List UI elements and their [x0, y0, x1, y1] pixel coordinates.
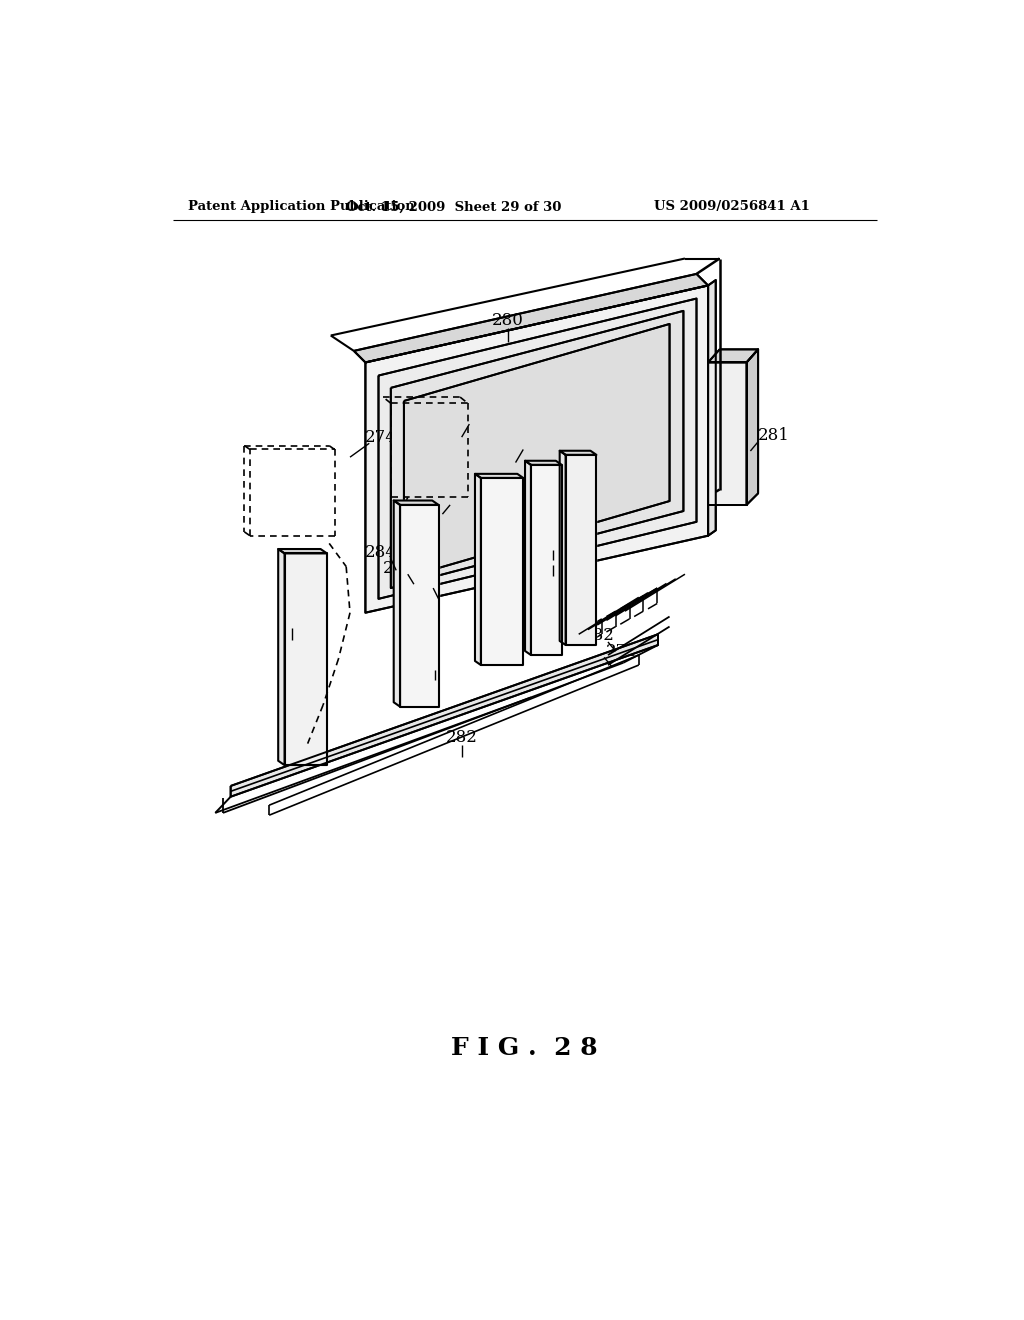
Polygon shape — [525, 461, 531, 655]
Text: 282: 282 — [445, 729, 477, 746]
Polygon shape — [475, 474, 523, 478]
Text: 273: 273 — [276, 612, 308, 628]
Text: 284: 284 — [365, 544, 396, 561]
Text: 272: 272 — [537, 533, 568, 550]
Text: 283: 283 — [537, 549, 568, 566]
Polygon shape — [366, 285, 708, 612]
Polygon shape — [279, 549, 327, 553]
Polygon shape — [525, 461, 562, 465]
Polygon shape — [391, 312, 683, 589]
Text: 274: 274 — [365, 429, 396, 446]
Polygon shape — [560, 450, 596, 455]
Polygon shape — [708, 280, 716, 536]
Text: F I G .  2 8: F I G . 2 8 — [452, 1036, 598, 1060]
Polygon shape — [393, 500, 438, 506]
Text: Oct. 15, 2009  Sheet 29 of 30: Oct. 15, 2009 Sheet 29 of 30 — [346, 201, 561, 214]
Polygon shape — [354, 275, 708, 363]
Text: 283: 283 — [408, 573, 439, 590]
Polygon shape — [560, 450, 565, 645]
Polygon shape — [481, 478, 523, 665]
Text: 273: 273 — [445, 491, 477, 508]
Polygon shape — [400, 506, 438, 706]
Text: 280: 280 — [492, 312, 524, 329]
Text: 285: 285 — [458, 408, 489, 425]
Polygon shape — [230, 635, 658, 797]
Polygon shape — [379, 298, 696, 599]
Polygon shape — [475, 474, 481, 665]
Text: 282: 282 — [583, 627, 614, 644]
Text: 281: 281 — [758, 428, 790, 444]
Polygon shape — [708, 350, 758, 363]
Text: 284: 284 — [511, 433, 543, 450]
Polygon shape — [285, 553, 327, 766]
Text: 271: 271 — [606, 643, 638, 660]
Text: 272: 272 — [383, 560, 415, 577]
Polygon shape — [708, 363, 746, 506]
Polygon shape — [403, 323, 670, 578]
Text: 271: 271 — [410, 656, 441, 673]
Text: Patent Application Publication: Patent Application Publication — [188, 201, 415, 214]
Polygon shape — [746, 350, 758, 506]
Polygon shape — [565, 455, 596, 645]
Polygon shape — [393, 500, 400, 706]
Text: US 2009/0256841 A1: US 2009/0256841 A1 — [654, 201, 810, 214]
Polygon shape — [531, 465, 562, 655]
Polygon shape — [279, 549, 285, 766]
